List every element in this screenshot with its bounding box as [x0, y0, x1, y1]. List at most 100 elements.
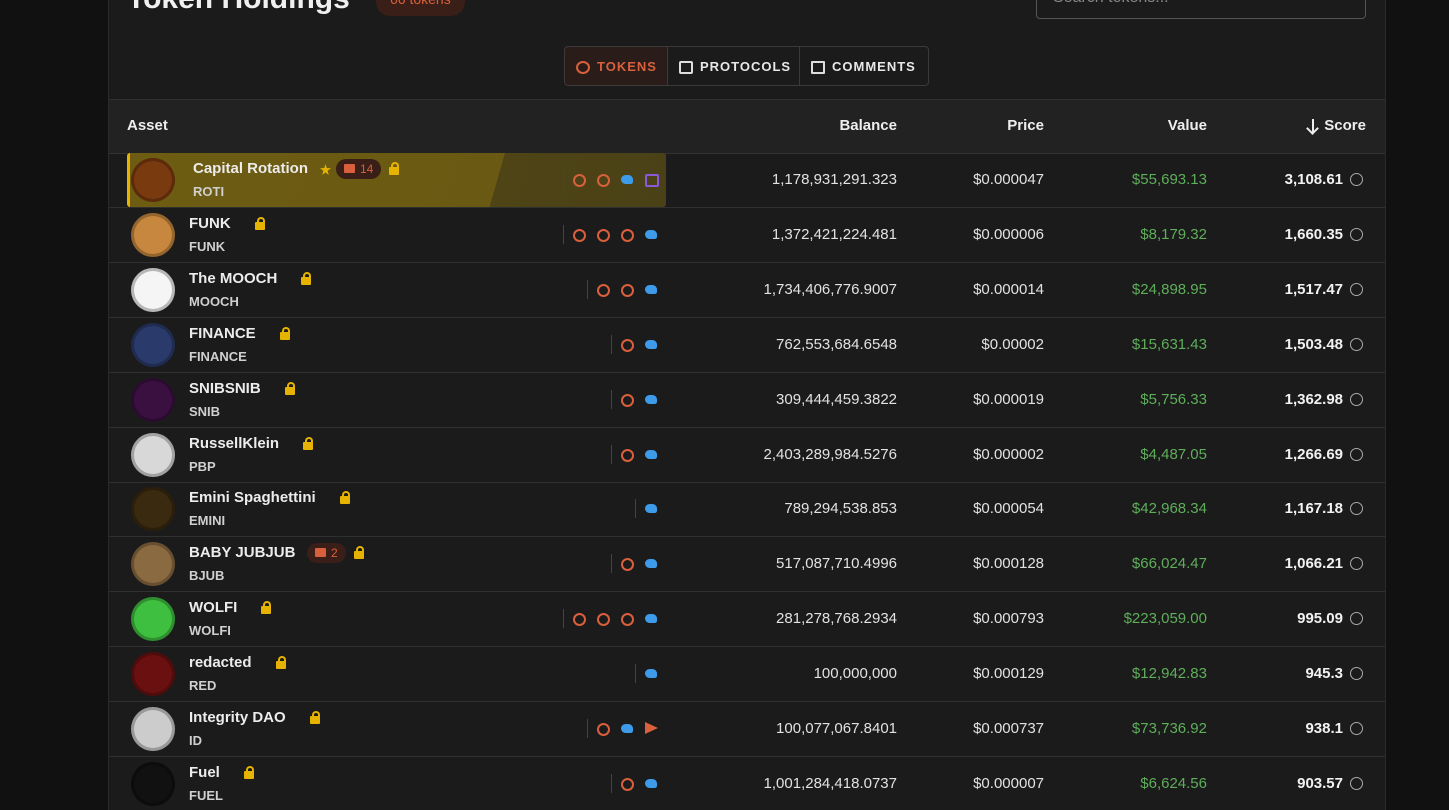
website-icon[interactable] [621, 283, 634, 297]
value: $8,179.32 [1140, 225, 1207, 243]
balance: 517,087,710.4996 [776, 555, 897, 573]
chat-icon[interactable] [645, 174, 659, 187]
twitter-icon[interactable] [645, 778, 657, 788]
page-title: Token Holdings [127, 0, 350, 16]
balance: 2,403,289,984.5276 [763, 445, 897, 463]
score: 903.57 [1297, 774, 1343, 792]
icon-divider [587, 279, 588, 299]
lock-icon [301, 276, 311, 285]
balance: 100,077,067.8401 [776, 720, 897, 737]
balance: 762,553,684.6548 [776, 335, 897, 353]
icon-divider [611, 554, 612, 574]
website-icon[interactable] [573, 174, 586, 187]
column-header: Asset [127, 117, 168, 134]
value: $4,487.05 [1140, 445, 1207, 463]
score: 1,066.21 [1284, 555, 1343, 573]
token-row[interactable]: FINANCE FINANCE 762,553,684.6548 $0.00002 $1… [109, 318, 1385, 373]
token-row[interactable]: redacted RED 100,000,000 $0.000129 $12,942.8… [109, 647, 1385, 703]
twitter-icon[interactable] [645, 284, 657, 294]
website-icon[interactable] [621, 393, 634, 407]
website-icon[interactable] [597, 723, 610, 736]
info-icon[interactable] [1350, 667, 1363, 681]
website-icon[interactable] [597, 174, 610, 187]
token-row[interactable]: WOLFI WOLFI 281,278,768.2934 $0.000793 $223,… [109, 592, 1385, 648]
icon-divider [611, 444, 612, 464]
info-icon[interactable] [1350, 776, 1363, 790]
value: $24,898.95 [1131, 280, 1207, 298]
website-icon[interactable] [621, 228, 634, 242]
token-avatar [131, 761, 175, 806]
info-icon[interactable] [1350, 282, 1363, 296]
price: $0.000047 [973, 171, 1044, 188]
column-header: Value [1167, 117, 1207, 134]
lock-shackle [278, 656, 286, 664]
website-icon[interactable] [573, 613, 586, 627]
website-icon[interactable] [597, 283, 610, 297]
twitter-icon[interactable] [621, 724, 633, 733]
balance: 789,294,538.853 [784, 500, 897, 518]
value: $42,968.34 [1131, 500, 1207, 518]
score: 1,362.98 [1284, 390, 1343, 408]
website-icon[interactable] [621, 613, 634, 627]
website-icon[interactable] [621, 777, 634, 791]
column-header[interactable]: Score [1324, 117, 1366, 134]
tab-icon [576, 61, 590, 74]
token-row[interactable]: FUNK FUNK 1,372,421,224.481 $0.000006 $8,179… [109, 208, 1385, 263]
token-symbol: SNIB [189, 403, 221, 419]
twitter-icon[interactable] [645, 339, 657, 349]
tab[interactable]: PROTOCOLS [668, 46, 800, 86]
token-row[interactable]: RussellKlein PBP 2,403,289,984.5276 $0.0000… [109, 428, 1385, 483]
score: 938.1 [1305, 720, 1343, 737]
lock-icon [340, 496, 350, 505]
website-icon[interactable] [597, 228, 610, 242]
score: 3,108.61 [1284, 171, 1343, 188]
info-icon[interactable] [1350, 447, 1363, 461]
token-avatar [131, 158, 175, 202]
website-icon[interactable] [621, 448, 634, 462]
value: $66,024.47 [1131, 555, 1207, 573]
website-icon[interactable] [597, 613, 610, 627]
token-row[interactable]: BABY JUBJUB 2 BJUB 517,087,710.4996 $0.00012… [109, 537, 1385, 593]
icon-divider [563, 609, 564, 629]
token-row[interactable]: Emini Spaghettini EMINI 789,294,538.853 $0.… [109, 482, 1385, 538]
twitter-icon[interactable] [645, 504, 657, 514]
info-icon[interactable] [1350, 173, 1363, 186]
lock-shackle [263, 601, 271, 609]
lock-icon [280, 331, 290, 340]
info-icon[interactable] [1350, 337, 1363, 351]
twitter-icon[interactable] [645, 394, 657, 404]
comment-badge: 14 [336, 159, 382, 179]
token-row[interactable]: Capital Rotation 14 ROTI 1,178,931,291.323 $… [109, 153, 1385, 208]
telegram-icon[interactable] [645, 722, 658, 734]
info-icon[interactable] [1350, 722, 1363, 735]
twitter-icon[interactable] [645, 669, 657, 679]
info-icon[interactable] [1350, 502, 1363, 516]
twitter-icon[interactable] [645, 559, 657, 569]
info-icon[interactable] [1350, 392, 1363, 406]
twitter-icon[interactable] [621, 175, 633, 184]
comment-badge: 2 [307, 543, 346, 564]
twitter-icon[interactable] [645, 449, 657, 459]
lock-icon [261, 606, 271, 615]
tab[interactable]: COMMENTS [800, 46, 929, 86]
token-avatar [131, 707, 175, 751]
website-icon[interactable] [621, 558, 634, 572]
search-box[interactable]: Search tokens... [1036, 0, 1366, 19]
twitter-icon[interactable] [645, 229, 657, 239]
tab[interactable]: TOKENS [564, 46, 668, 86]
info-icon[interactable] [1350, 612, 1363, 626]
twitter-icon[interactable] [645, 614, 657, 624]
info-icon[interactable] [1350, 227, 1363, 241]
lock-icon [303, 441, 313, 450]
website-icon[interactable] [621, 338, 634, 352]
token-row[interactable]: SNIBSNIB SNIB 309,444,459.3822 $0.000019 $5,… [109, 373, 1385, 428]
info-icon[interactable] [1350, 557, 1363, 571]
icon-divider [563, 224, 564, 244]
token-row[interactable]: The MOOCH MOOCH 1,734,406,776.9007 $0.00001… [109, 263, 1385, 318]
icon-divider [635, 499, 636, 519]
website-icon[interactable] [573, 228, 586, 242]
token-row[interactable]: Fuel FUEL 1,001,284,418.0737 $0.000007 $6,62… [109, 757, 1385, 810]
token-row[interactable]: Integrity DAO ID 100,077,067.8401 $0.000737… [109, 702, 1385, 757]
token-symbol: WOLFI [189, 623, 231, 639]
